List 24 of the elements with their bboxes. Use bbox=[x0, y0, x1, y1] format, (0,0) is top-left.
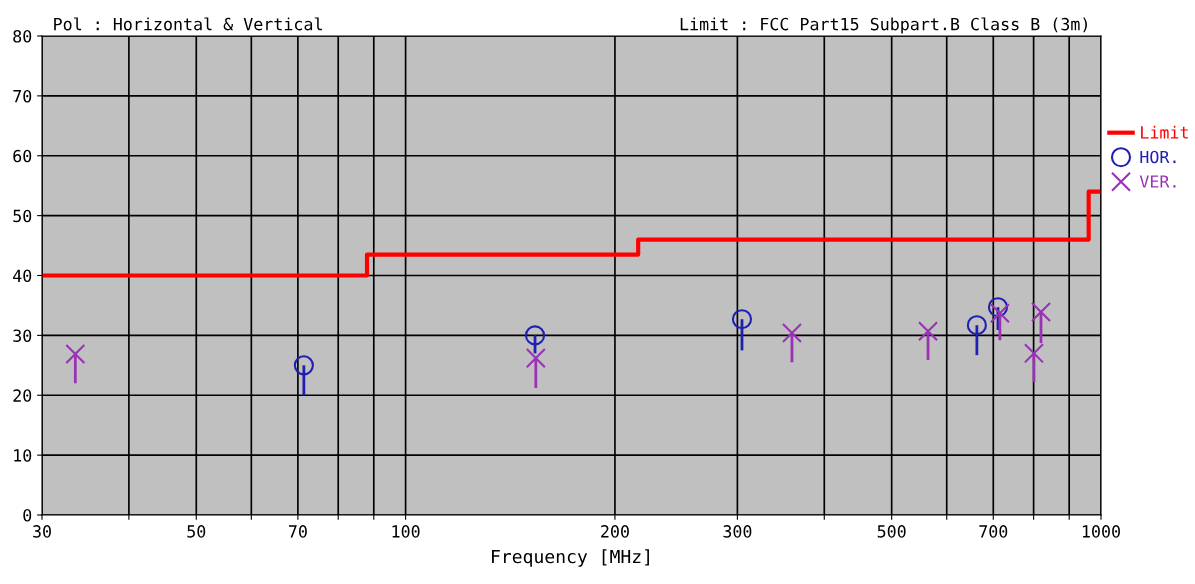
legend-label: HOR. bbox=[1140, 150, 1176, 164]
x-tick-label: 700 bbox=[979, 525, 1008, 538]
x-tick-label: 500 bbox=[877, 525, 906, 538]
x-tick-label: 100 bbox=[392, 525, 420, 538]
x-tick-label: 70 bbox=[288, 525, 307, 538]
x-tick-label: 1000 bbox=[1082, 525, 1120, 538]
text: Limit : FCC Part15 Subpart.B Class B (3m) bbox=[680, 17, 1087, 34]
y-tick-label: 80 bbox=[13, 30, 32, 43]
legend-label: Limit bbox=[1141, 125, 1188, 139]
y-tick-label: 30 bbox=[13, 329, 32, 342]
y-tick-label: 70 bbox=[13, 89, 32, 103]
x-axis-title: Frequency [MHz] bbox=[492, 549, 649, 567]
x-tick-label: 200 bbox=[601, 525, 629, 538]
y-tick-label: 60 bbox=[13, 149, 32, 163]
legend-label: VER. bbox=[1139, 175, 1176, 188]
text: Pol : Horizontal & Vertical bbox=[54, 17, 322, 31]
x-tick-label: 300 bbox=[723, 525, 752, 538]
y-tick-label: 0 bbox=[23, 509, 32, 522]
x-tick-label: 30 bbox=[33, 525, 51, 538]
y-tick-label: 50 bbox=[13, 209, 32, 223]
y-tick-label: 10 bbox=[14, 449, 32, 462]
y-tick-label: 40 bbox=[13, 269, 32, 283]
x-tick-label: 50 bbox=[187, 525, 206, 538]
y-tick-label: 20 bbox=[13, 389, 32, 402]
